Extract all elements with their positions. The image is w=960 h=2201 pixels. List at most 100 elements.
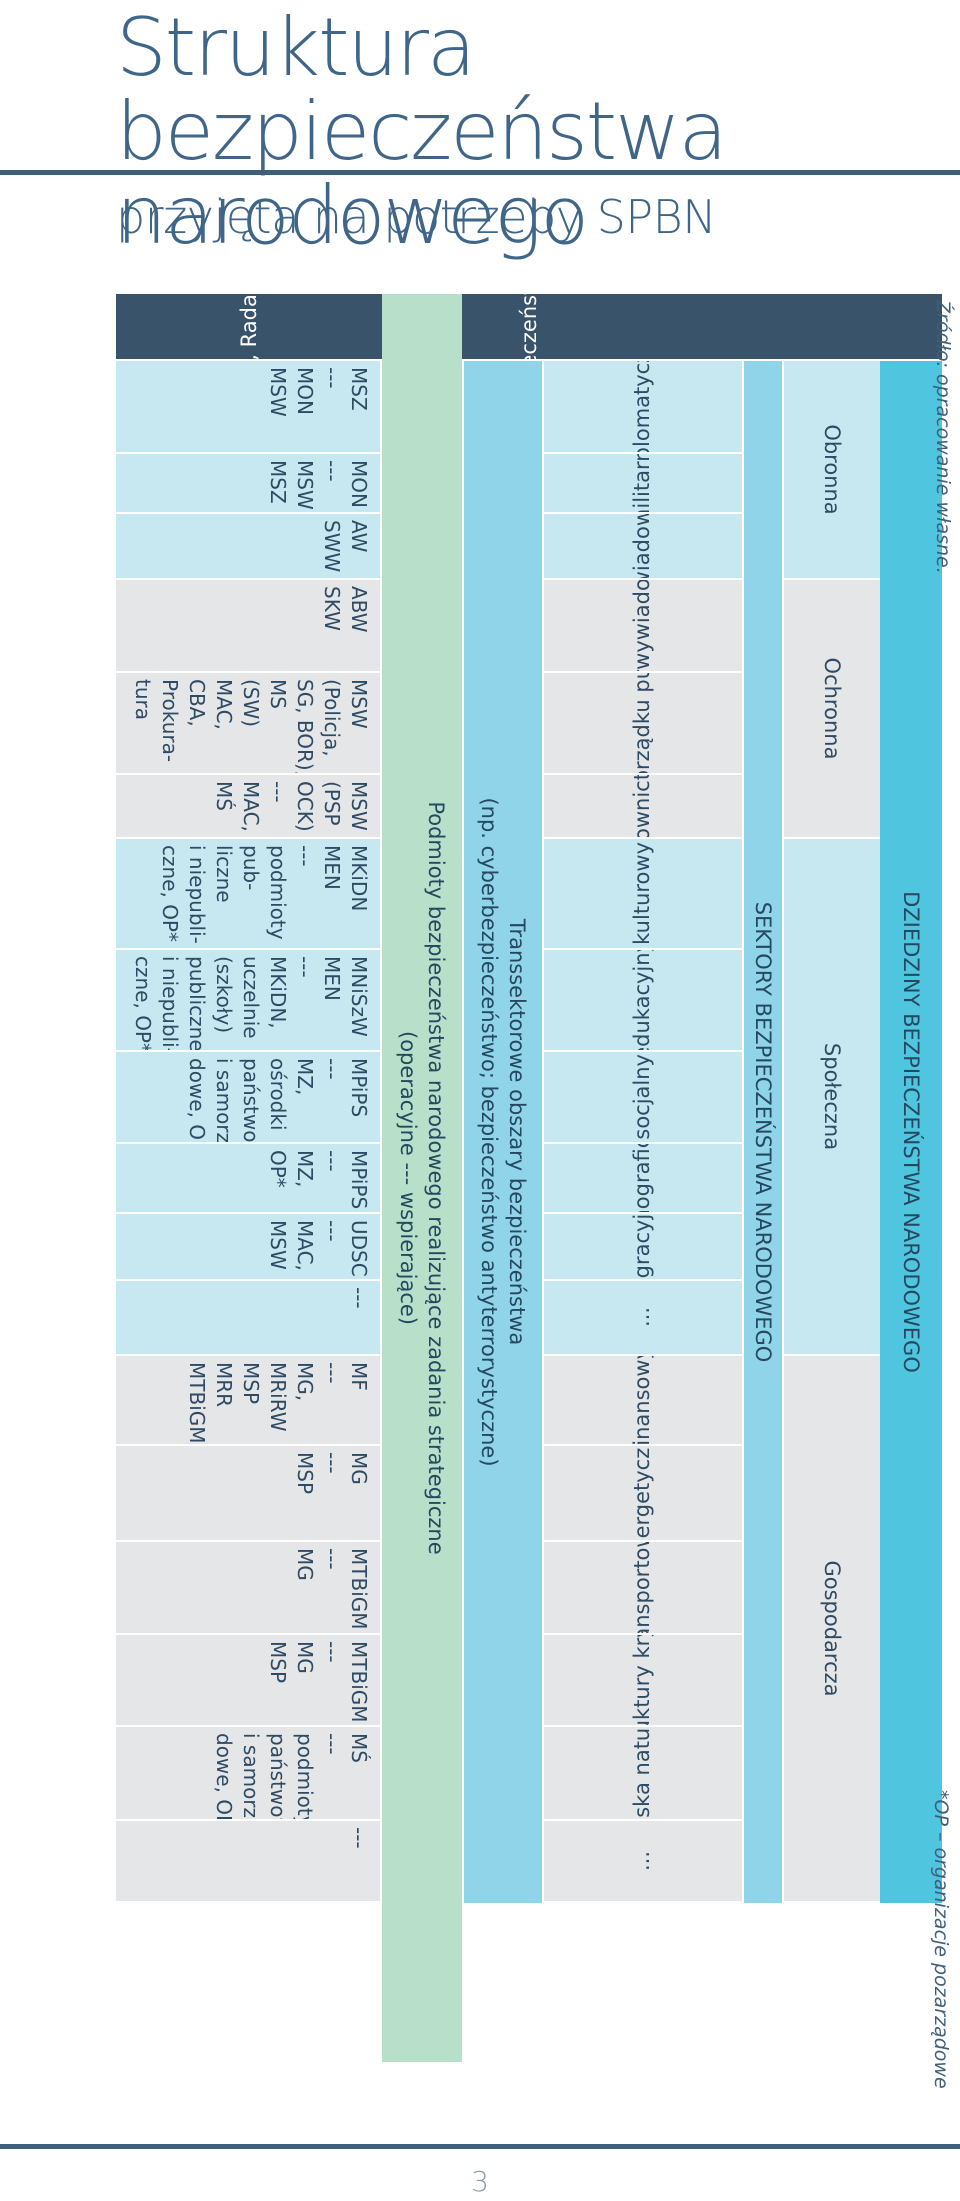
actor-cell-16-text: MTBiGM --- MG MSP bbox=[266, 1641, 371, 1723]
actor-cell-11: UDSC --- MAC, MSW bbox=[116, 1214, 380, 1279]
actor-cell-11-text: UDSC --- MAC, MSW bbox=[266, 1220, 371, 1277]
sector-15-text: transportowy bbox=[630, 1542, 655, 1633]
sector-10: demograficzny bbox=[544, 1144, 742, 1212]
security-structure-diagram: Kierowanie bezpieczeństwem narodowym DZIE… bbox=[116, 294, 942, 2062]
actor-cell-7-text: MKiDN MEN --- podmioty pub- liczne i nie… bbox=[158, 845, 371, 944]
actor-cell-17: MŚ --- podmioty państwowe i samorzą- dow… bbox=[116, 1727, 380, 1819]
actor-cell-3-text: AW SWW bbox=[320, 520, 371, 573]
sector-12: ... bbox=[544, 1281, 742, 1354]
management-label-text: Kierowanie bezpieczeństwem narodowym bbox=[515, 294, 543, 359]
source-note: Źródło: opracowanie własne. bbox=[932, 300, 954, 574]
actor-cell-13: MF --- MG, MRiRW MSP MRR MTBiGM bbox=[116, 1356, 380, 1444]
page-title-text: Struktura bezpieczeństwa narodowego bbox=[116, 1, 728, 262]
actor-cell-2-text: MON --- MSW MSZ bbox=[266, 460, 371, 510]
sector-4-text: kontrwywiadowczy bbox=[630, 580, 657, 671]
actor-cell-14: MG --- MSP bbox=[116, 1446, 380, 1540]
actor-cell-13-text: MF --- MG, MRiRW MSP MRR MTBiGM bbox=[185, 1362, 371, 1444]
sector-8: edukacyjny bbox=[544, 950, 742, 1050]
sector-1: dyplomatyczny bbox=[544, 361, 742, 452]
page-subtitle: przyjęta na potrzeby SPBN bbox=[116, 190, 717, 244]
actor-cell-10-text: MPiPS --- MZ, OP* bbox=[266, 1150, 371, 1210]
actor-cell-14-text: MG --- MSP bbox=[293, 1452, 371, 1495]
sector-3: wywiadowczy bbox=[544, 514, 742, 578]
sector-10-text: demograficzny bbox=[630, 1144, 657, 1212]
actor-cell-18-text: --- bbox=[347, 1827, 371, 1849]
actor-cell-8: MNiSzW MEN --- MKiDN, uczelnie (szkoły) … bbox=[116, 950, 380, 1050]
domain-2: Ochronna bbox=[784, 580, 880, 837]
title-divider bbox=[0, 170, 960, 175]
sector-9-text: socjalny bbox=[630, 1054, 655, 1140]
transsector-areas: Transsektorowe obszary bezpieczeństwa (n… bbox=[464, 361, 542, 1903]
sector-6: ratownictwa bbox=[544, 775, 742, 837]
actor-cell-16: MTBiGM --- MG MSP bbox=[116, 1635, 380, 1725]
sector-6-text: ratownictwa bbox=[630, 775, 657, 837]
actor-cell-1: MSZ --- MON MSW bbox=[116, 361, 380, 452]
sector-7-text: kulturowy bbox=[630, 842, 655, 945]
sector-11: migracyjny bbox=[544, 1214, 742, 1279]
sector-2-text: militarny bbox=[630, 454, 655, 512]
actor-cell-7: MKiDN MEN --- podmioty pub- liczne i nie… bbox=[116, 839, 380, 948]
sector-5: prawa i porządku publicznego bbox=[544, 673, 742, 773]
actor-cell-9: MPiPS --- MZ, ośrodki państwowe i samorz… bbox=[116, 1052, 380, 1142]
sector-3-text: wywiadowczy bbox=[630, 514, 657, 578]
sector-2: militarny bbox=[544, 454, 742, 512]
actor-cell-12-text: --- bbox=[347, 1287, 371, 1309]
sector-9: socjalny bbox=[544, 1052, 742, 1142]
domain-1: Obronna bbox=[784, 361, 880, 578]
actor-cell-5: MSW (Policja, SG, BOR), MS (SW) MAC, CBA… bbox=[116, 673, 380, 773]
sector-16: infrastruktury krytycznej bbox=[544, 1635, 742, 1725]
leadership-label-text: Prezydent, Rada Ministrów bbox=[235, 294, 263, 359]
domain-3-text: Społeczna bbox=[820, 1042, 844, 1151]
footnote: *OP – organizacje pozarządowe bbox=[930, 1790, 952, 2089]
sectors-header-text: SEKTORY BEZPIECZEŃSTWA NARODOWEGO bbox=[751, 901, 775, 1363]
domains-header-text: DZIEDZINY BEZPIECZEŃSTWA NARODOWEGO bbox=[899, 891, 923, 1373]
actor-cell-3: AW SWW bbox=[116, 514, 380, 578]
sector-4: kontrwywiadowczy bbox=[544, 580, 742, 671]
domain-1-text: Obronna bbox=[820, 424, 844, 515]
sector-14: energetyczny bbox=[544, 1446, 742, 1540]
sector-7: kulturowy bbox=[544, 839, 742, 948]
sector-5-text: prawa i porządku publicznego bbox=[630, 673, 657, 773]
actor-cell-17-text: MŚ --- podmioty państwowe i samorzą- dow… bbox=[212, 1733, 371, 1819]
sector-13-text: finansowy bbox=[630, 1356, 655, 1444]
actor-cell-10: MPiPS --- MZ, OP* bbox=[116, 1144, 380, 1212]
bottom-divider bbox=[0, 2144, 960, 2149]
transsector-areas-text: Transsektorowe obszary bezpieczeństwa (n… bbox=[477, 797, 529, 1467]
actor-cell-1-text: MSZ --- MON MSW bbox=[266, 367, 371, 417]
diagram-rotated-canvas: Kierowanie bezpieczeństwem narodowym DZIE… bbox=[116, 294, 942, 2062]
sector-16-text: infrastruktury krytycznej bbox=[630, 1635, 657, 1725]
sector-8-text: edukacyjny bbox=[630, 950, 655, 1050]
actor-cell-12: --- bbox=[116, 1281, 380, 1354]
actors-header-text: Podmioty bezpieczeństwa narodowego reali… bbox=[396, 801, 448, 1555]
sector-14-text: energetyczny bbox=[630, 1446, 655, 1540]
sector-12-text: ... bbox=[630, 1307, 655, 1328]
sector-17-text: środowiska naturalnego bbox=[630, 1727, 657, 1819]
domain-4: Gospodarcza bbox=[784, 1356, 880, 1901]
actor-cell-6: MSW (PSP OCK) --- MAC, MŚ bbox=[116, 775, 380, 837]
domain-2-text: Ochronna bbox=[820, 657, 844, 760]
actor-cell-2: MON --- MSW MSZ bbox=[116, 454, 380, 512]
actor-cell-15-text: MTBiGM --- MG bbox=[293, 1548, 371, 1630]
domain-3: Społeczna bbox=[784, 839, 880, 1354]
domain-4-text: Gospodarcza bbox=[820, 1560, 844, 1697]
sector-17: środowiska naturalnego bbox=[544, 1727, 742, 1819]
sector-13: finansowy bbox=[544, 1356, 742, 1444]
actor-cell-18: --- bbox=[116, 1821, 380, 1901]
sectors-header: SEKTORY BEZPIECZEŃSTWA NARODOWEGO bbox=[744, 361, 782, 1903]
sector-18-text: ... bbox=[630, 1850, 655, 1872]
actors-header: Podmioty bezpieczeństwa narodowego reali… bbox=[382, 294, 462, 2062]
sector-18: ... bbox=[544, 1821, 742, 1901]
actor-cell-4-text: ABW SKW bbox=[320, 586, 371, 633]
actor-cell-6-text: MSW (PSP OCK) --- MAC, MŚ bbox=[212, 781, 371, 832]
page-number: 3 bbox=[471, 2165, 489, 2198]
actor-cell-5-text: MSW (Policja, SG, BOR), MS (SW) MAC, CBA… bbox=[131, 679, 371, 773]
sector-15: transportowy bbox=[544, 1542, 742, 1633]
domains-header: DZIEDZINY BEZPIECZEŃSTWA NARODOWEGO bbox=[880, 361, 942, 1903]
leadership-label: Prezydent, Rada Ministrów bbox=[116, 294, 382, 359]
sector-1-text: dyplomatyczny bbox=[630, 361, 655, 452]
sector-11-text: migracyjny bbox=[630, 1214, 655, 1279]
actor-cell-9-text: MPiPS --- MZ, ośrodki państwowe i samorz… bbox=[185, 1058, 371, 1142]
actor-cell-4: ABW SKW bbox=[116, 580, 380, 671]
actor-cell-15: MTBiGM --- MG bbox=[116, 1542, 380, 1633]
page-title: Struktura bezpieczeństwa narodowego bbox=[116, 6, 960, 258]
